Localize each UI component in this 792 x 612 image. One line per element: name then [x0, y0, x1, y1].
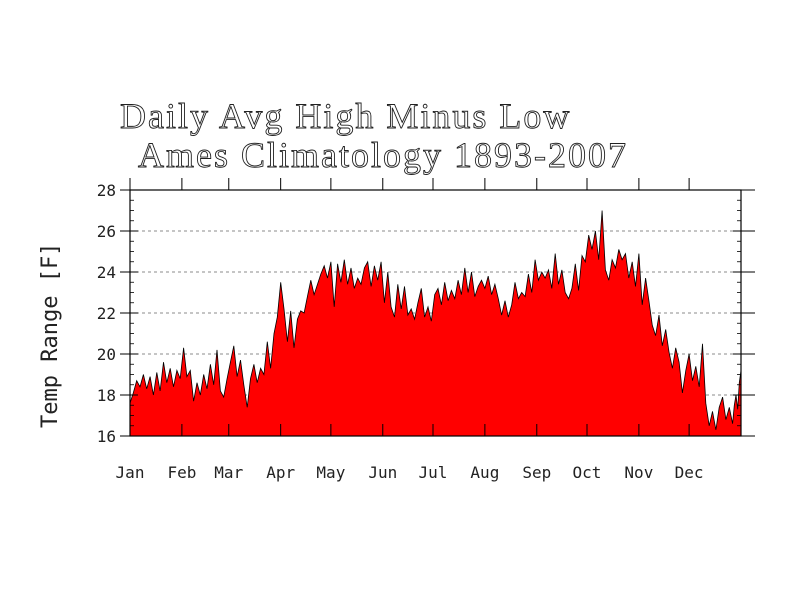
- x-tick-label: Jan: [116, 463, 145, 482]
- y-tick-label: 26: [97, 222, 116, 241]
- x-tick-label: Jun: [368, 463, 397, 482]
- y-tick-label: 18: [97, 386, 116, 405]
- chart-title: Daily Avg High Minus Low: [120, 96, 571, 136]
- y-tick-label: 20: [97, 345, 116, 364]
- x-tick-labels: Jan Feb Mar Apr May Jun Jul Aug Sep Oct Nov Dec: [116, 463, 704, 482]
- series-area: [129, 210, 742, 437]
- x-tick-label: May: [316, 463, 345, 482]
- y-tick-label: 16: [97, 427, 116, 446]
- y-tick-label: 22: [97, 304, 116, 323]
- x-tick-label: Sep: [522, 463, 551, 482]
- x-tick-label: Nov: [624, 463, 653, 482]
- axis-ticks: [120, 178, 755, 437]
- x-tick-label: Aug: [470, 463, 499, 482]
- x-tick-label: Mar: [214, 463, 243, 482]
- x-tick-label: Apr: [266, 463, 295, 482]
- x-tick-label: Feb: [167, 463, 196, 482]
- x-tick-label: Jul: [419, 463, 448, 482]
- x-tick-label: Oct: [573, 463, 602, 482]
- chart-subtitle: Ames Climatology 1893-2007: [138, 135, 628, 175]
- x-tick-label: Dec: [675, 463, 704, 482]
- y-axis-label: Temp Range [F]: [38, 243, 63, 428]
- y-tick-labels: 16 18 20 22 24 26 28: [97, 181, 116, 446]
- y-tick-label: 28: [97, 181, 116, 200]
- y-tick-label: 24: [97, 263, 116, 282]
